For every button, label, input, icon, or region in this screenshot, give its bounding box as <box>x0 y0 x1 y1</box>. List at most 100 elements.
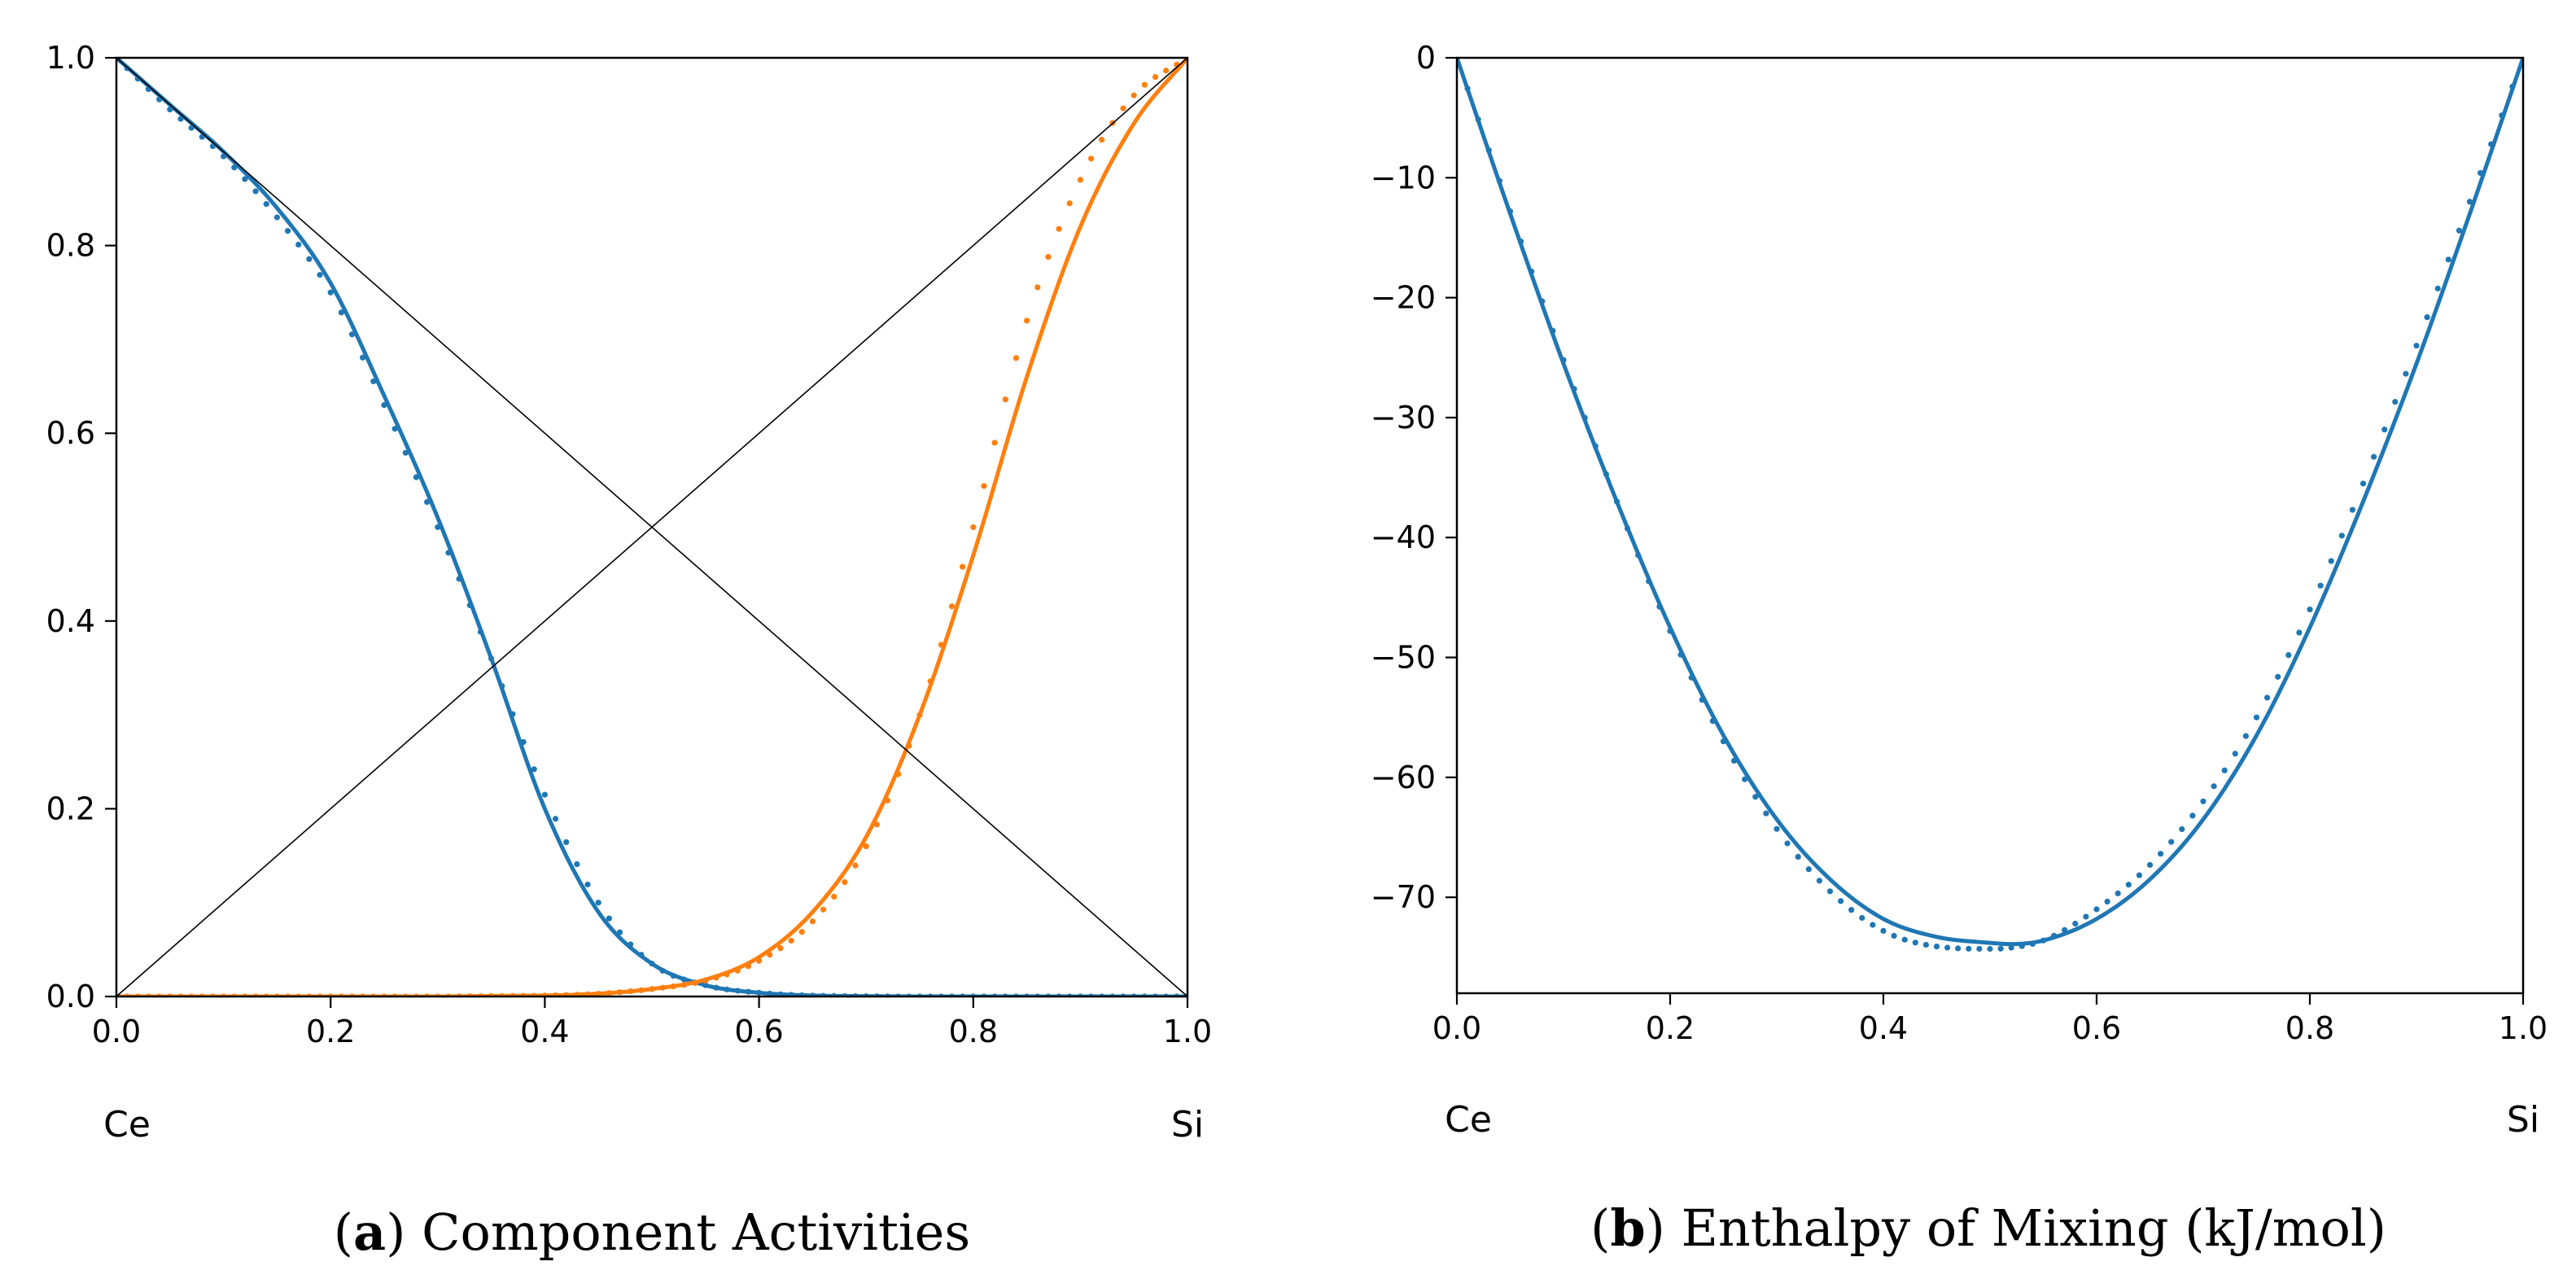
panel-b-series-h-mix-data-point <box>2349 506 2355 513</box>
panel-b-series-h-mix-data-point <box>1613 498 1620 505</box>
panel-b-series-h-mix-data-point <box>1539 298 1546 304</box>
panel-b-series-h-mix-data-point <box>1752 794 1759 800</box>
panel-b-series-h-mix-data-point <box>2413 342 2420 349</box>
panel-a-series-a-si-data-point <box>1012 355 1020 361</box>
panel-a-series-a-si-data-point <box>563 992 570 996</box>
panel-b-series-h-mix-data-point <box>1987 945 1993 953</box>
panel-a-series-a-si-data <box>116 58 1187 996</box>
panel-b-series-h-mix-data-point <box>2424 314 2430 321</box>
panel-a-series-a-si-data-point <box>584 991 591 996</box>
panel-a-caption-text: Component Activities <box>422 1202 970 1262</box>
panel-b-caption-letter: b <box>1610 1198 1645 1258</box>
panel-b-series-h-mix-data-point <box>2499 112 2505 119</box>
panel-a-series-a-ce-data-point <box>702 982 709 988</box>
panel-a-series-a-si-data-point <box>606 990 612 996</box>
panel-a-series-a-si-data-point <box>831 893 838 900</box>
panel-a-series-a-ce-data-point <box>456 576 462 582</box>
panel-b-series-h-mix-data-point <box>2392 398 2399 405</box>
panel-a-series-a-si-data-point <box>873 821 880 828</box>
panel-b-series-h-mix-data-point <box>1763 810 1769 817</box>
panel-b-caption-text: Enthalpy of Mixing (kJ/mol) <box>1682 1198 2386 1258</box>
panel-a-series-a-si-data-point <box>552 992 559 996</box>
panel-a-series-a-ce-data-point <box>273 214 280 221</box>
panel-a-series-a-ce-data-point <box>670 972 676 979</box>
panel-b-series-h-mix-data-point <box>1997 945 2004 952</box>
panel-b-y-tick-label: −50 <box>1371 640 1436 676</box>
panel-b-series-h-mix-data-point <box>2466 199 2473 205</box>
panel-a-series-a-ce-data-point <box>477 629 484 635</box>
panel-a-series-a-ce-data-point <box>510 711 516 717</box>
panel-a-series-a-si-data-point <box>991 440 998 446</box>
panel-b-series-h-mix-data-point <box>1720 738 1727 745</box>
panel-b-series-h-mix-data-point <box>1784 840 1791 847</box>
panel-a-x-tick-label: 0.8 <box>949 1014 998 1049</box>
panel-a-series-a-ce-data-point <box>638 952 645 958</box>
panel-a-series-a-si-data-point <box>1141 81 1148 88</box>
panel-a-series-a-ce-data-point <box>563 839 570 845</box>
panel-a-series-a-si-data-point <box>927 678 934 685</box>
panel-b-series-h-mix-data-point <box>1859 914 1865 922</box>
panel-a-series-a-si-data-point <box>1120 105 1126 112</box>
panel-a-series-a-ce-data-point <box>574 861 580 868</box>
panel-a-series-a-si-data-point <box>809 918 816 925</box>
panel-b-series-h-mix-data-point <box>2434 285 2441 291</box>
panel-b-series-h-mix-data-point <box>1955 945 1962 952</box>
panel-a-series-a-si-data-point <box>1087 155 1095 162</box>
panel-b-y-tick-label: −20 <box>1371 280 1436 316</box>
panel-b-series-h-mix-data-point <box>1625 525 1631 532</box>
panel-a-x-ticks: 0.0 0.2 0.4 0.6 0.8 1.0 <box>92 996 1212 1049</box>
panel-a-series-a-si-data-point <box>788 937 794 944</box>
panel-b-series-h-mix-data-point <box>2200 798 2206 804</box>
panel-a-series-a-si-data-point <box>616 989 623 996</box>
panel-a-series-a-si-data-point <box>713 975 719 981</box>
panel-b-label-ce: Ce <box>1445 1099 1492 1141</box>
panel-a-series-a-ce-data-point <box>306 256 313 262</box>
panel-a-series-a-si-data-point <box>938 642 944 648</box>
panel-a-series-a-ce-data-point <box>445 550 452 556</box>
panel-b-series-h-mix-data-point <box>2179 826 2185 833</box>
panel-a-series-a-ce-data-point <box>552 816 559 822</box>
panel-a-series-a-ce-data-point <box>370 378 377 385</box>
panel-b-series-h-mix-data-point <box>1529 268 1535 275</box>
panel-b-plot-area <box>1457 58 2523 953</box>
panel-b-series-h-mix-data-point <box>2381 426 2388 433</box>
panel-a-series-a-ce-data-point <box>231 164 238 171</box>
panel-b-x-ticks: 0.0 0.2 0.4 0.6 0.8 1.0 <box>1432 993 2548 1046</box>
panel-a-plot-area <box>116 58 1187 996</box>
panel-a-y-ticks: 0.0 0.2 0.4 0.6 0.8 1.0 <box>46 40 116 1014</box>
panel-b-series-h-mix-data-point <box>1688 674 1695 681</box>
panel-b-series-h-mix-data-point <box>1496 177 1502 184</box>
panel-a-series-a-ce-data-point <box>499 682 505 690</box>
panel-a-y-tick-label: 0.2 <box>46 791 95 826</box>
panel-a-series-a-ce-data-point <box>177 116 184 122</box>
panel-a-series-a-ce-data-point <box>520 738 527 746</box>
panel-b-series-h-mix-data-point <box>2285 652 2292 659</box>
panel-b-x-tick-label: 0.4 <box>1859 1010 1908 1046</box>
panel-b-series-h-mix-data-point <box>2018 943 2025 949</box>
panel-b-series-h-mix-data-point <box>1826 888 1834 895</box>
panel-a-series-a-ce-data-point <box>391 426 398 432</box>
panel-b-series-h-mix-data-point <box>2371 453 2377 460</box>
panel-a-series-a-si-data-point <box>1056 226 1062 232</box>
panel-b-series-h-mix-data-point <box>1912 940 1918 946</box>
panel-b-series-h-mix-data-point <box>2221 767 2228 773</box>
panel-b-series-h-mix-data-point <box>2115 890 2121 896</box>
panel-a-series-a-si-data-point <box>1066 200 1073 207</box>
panel-a-series-a-ce-data-point <box>649 961 655 967</box>
panel-b-series-h-mix-data-point <box>2232 751 2238 757</box>
panel-a-x-tick-label: 0.6 <box>734 1014 783 1049</box>
panel-b-label-si: Si <box>2507 1099 2539 1141</box>
panel-a-series-a-ce-data-point <box>680 976 688 983</box>
panel-a-series-a-si-data-point <box>745 963 752 970</box>
panel-b-series-h-mix-data-point <box>2253 714 2260 721</box>
panel-a-series-a-ce-data-point <box>435 523 441 531</box>
panel-a-series-a-si-data-point <box>906 742 912 749</box>
panel-b-series-h-mix-data-point <box>2445 256 2451 263</box>
panel-b-series-h-mix-data-point <box>1677 651 1684 658</box>
panel-b-series-h-mix-data-point <box>1933 943 1940 950</box>
panel-a-y-tick-label: 1.0 <box>46 40 95 76</box>
panel-b-series-h-mix-data-point <box>1507 208 1514 215</box>
panel-b-x-tick-label: 0.8 <box>2285 1010 2334 1046</box>
panel-a-series-a-ce-data-point <box>756 989 763 996</box>
panel-a-series-a-ce-data-point <box>767 990 773 996</box>
